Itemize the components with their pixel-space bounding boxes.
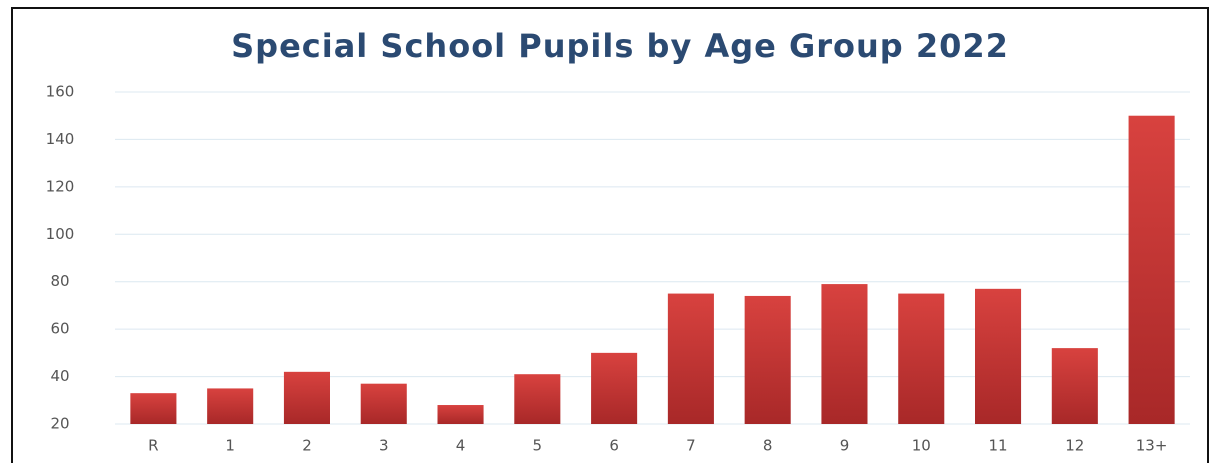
x-tick-label: 12: [1065, 437, 1084, 455]
bar: [1128, 115, 1175, 424]
y-tick-label: 60: [50, 320, 69, 338]
y-tick-label: 160: [46, 83, 75, 101]
bar: [514, 374, 561, 424]
x-tick-label: 7: [686, 437, 696, 455]
x-tick-label: 3: [379, 437, 389, 455]
chart-title: Special School Pupils by Age Group 2022: [231, 27, 1009, 65]
x-tick-label: 6: [609, 437, 619, 455]
bar: [975, 288, 1022, 424]
y-tick-label: 120: [46, 177, 75, 195]
y-tick-label: 100: [46, 225, 75, 243]
x-tick-label: R: [148, 437, 158, 455]
y-tick-label: 40: [50, 367, 69, 385]
x-tick-label: 4: [456, 437, 466, 455]
bar: [360, 383, 407, 424]
bar: [591, 352, 638, 424]
x-tick-label: 2: [302, 437, 312, 455]
bar: [283, 371, 330, 424]
y-tick-label: 80: [50, 272, 69, 290]
bar: [821, 284, 868, 424]
bar: [1051, 348, 1098, 424]
bar: [437, 405, 484, 424]
x-tick-label: 9: [840, 437, 850, 455]
y-tick-label: 20: [50, 415, 69, 433]
x-tick-label: 10: [912, 437, 931, 455]
x-tick-label: 1: [225, 437, 235, 455]
x-tick-label: 5: [533, 437, 543, 455]
x-tick-label: 13+: [1136, 437, 1168, 455]
y-tick-label: 140: [46, 130, 75, 148]
bar: [898, 293, 945, 424]
x-tick-label: 8: [763, 437, 773, 455]
bar: [667, 293, 714, 424]
bar: [207, 388, 254, 424]
bar: [744, 295, 791, 424]
bar: [130, 393, 177, 424]
x-tick-label: 11: [988, 437, 1007, 455]
